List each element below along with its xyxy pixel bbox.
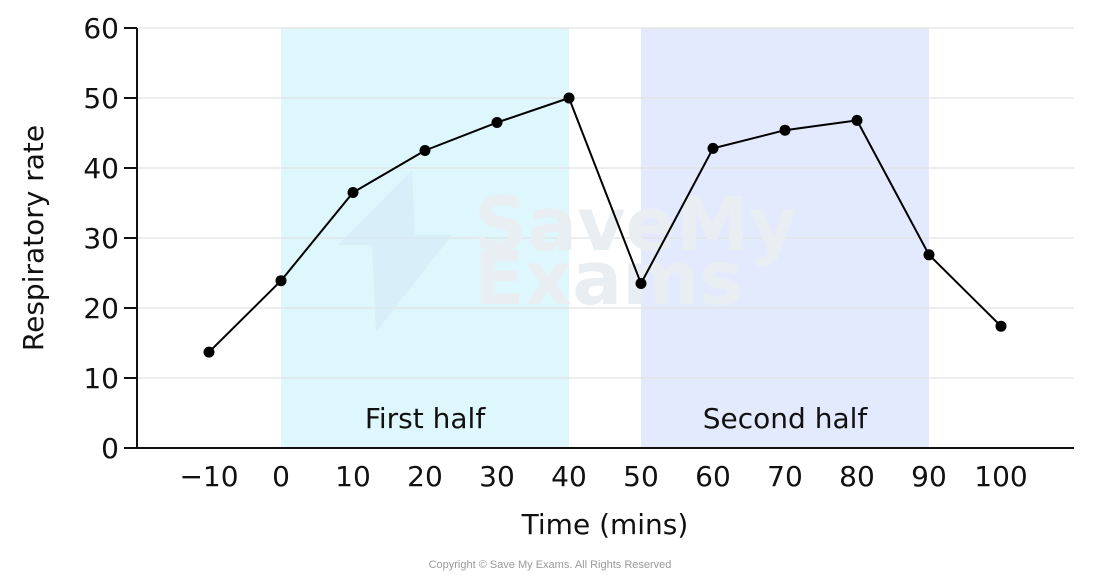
y-tick-label: 40 — [83, 152, 119, 185]
x-tick-label: 50 — [623, 460, 659, 493]
x-tick-label: −10 — [179, 460, 238, 493]
x-tick-labels: −10 0 10 20 30 40 50 60 70 80 90 100 — [179, 460, 1027, 493]
x-tick-label: 60 — [695, 460, 731, 493]
data-point — [779, 124, 791, 136]
data-point — [923, 249, 935, 261]
data-point — [203, 346, 215, 358]
data-point — [851, 114, 863, 126]
watermark-line2: Exams — [474, 236, 743, 322]
x-tick-label: 0 — [272, 460, 290, 493]
x-tick-label: 70 — [767, 460, 803, 493]
region-2-label: Second half — [703, 402, 869, 435]
y-tick-label: 0 — [101, 432, 119, 465]
x-tick-label: 20 — [407, 460, 443, 493]
series — [203, 92, 1007, 358]
y-tick-label: 20 — [83, 292, 119, 325]
y-axis-title: Respiratory rate — [17, 125, 50, 351]
data-point — [707, 142, 719, 154]
watermark-bolt-icon — [338, 170, 452, 332]
x-tick-label: 30 — [479, 460, 515, 493]
copyright-text: Copyright © Save My Exams. All Rights Re… — [428, 559, 672, 571]
x-tick-label: 90 — [911, 460, 947, 493]
y-tick-label: 50 — [83, 82, 119, 115]
x-tick-label: 100 — [974, 460, 1027, 493]
y-tick-label: 10 — [83, 362, 119, 395]
x-tick-label: 80 — [839, 460, 875, 493]
data-point — [491, 117, 503, 128]
region-1-label: First half — [365, 402, 487, 435]
data-point — [563, 92, 575, 104]
y-tick-label: 60 — [83, 12, 119, 45]
data-point — [275, 275, 287, 287]
y-tick-label: 30 — [83, 222, 119, 255]
watermark: SaveMy Exams — [338, 170, 798, 332]
data-point — [419, 145, 431, 156]
x-tick-label: 40 — [551, 460, 587, 493]
x-axis-title: Time (mins) — [521, 508, 689, 541]
chart: SaveMy Exams First half Second half 0 10 20… — [17, 12, 1074, 541]
region-labels: First half Second half — [365, 402, 869, 435]
x-tick-label: 10 — [335, 460, 371, 493]
y-tick-labels: 0 10 20 30 40 50 60 — [83, 12, 137, 465]
data-point — [347, 187, 359, 198]
data-point — [995, 320, 1007, 332]
watermark-line1: SaveMy — [474, 182, 798, 268]
data-point — [635, 278, 647, 289]
series-line — [208, 97, 1002, 353]
gridlines — [137, 27, 1074, 379]
